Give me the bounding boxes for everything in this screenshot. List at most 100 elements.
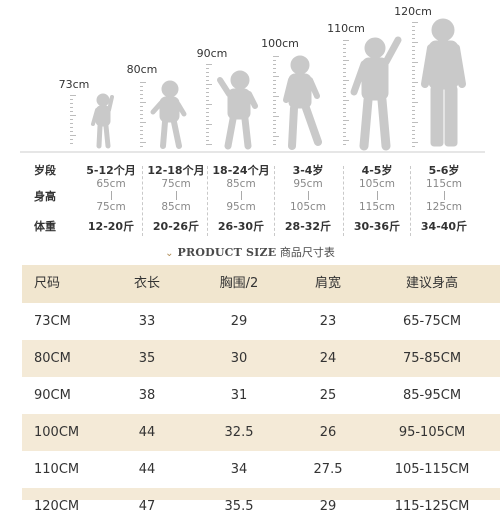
ruler-tick — [412, 50, 415, 51]
height-ruler — [273, 56, 279, 148]
ruler-tick — [273, 112, 276, 113]
column-divider — [343, 166, 344, 236]
ruler-tick — [412, 34, 415, 35]
height-illustration: 73cm 80cm 90cm 100cm 110cm 120cm — [0, 0, 500, 158]
ruler-tick — [273, 84, 276, 85]
ruler-tick — [343, 104, 346, 105]
title-chinese: 商品尺寸表 — [279, 246, 335, 259]
child-figure-icon — [217, 70, 258, 150]
ruler-tick — [70, 119, 73, 120]
figure-height-label: 100cm — [261, 37, 299, 50]
age-range: 12-18个月 — [147, 164, 205, 177]
ruler-tick — [273, 116, 279, 117]
ruler-tick — [140, 142, 146, 143]
ruler-tick — [140, 98, 143, 99]
ruler-tick — [206, 140, 209, 141]
age-range: 18-24个月 — [212, 164, 270, 177]
height-ruler — [412, 22, 418, 148]
ruler-tick — [206, 100, 209, 101]
table-cell: 35.5 — [224, 499, 254, 514]
ruler-tick — [412, 110, 415, 111]
weight-range: 12-20斤 — [87, 220, 135, 233]
age-range: 3-4岁 — [292, 164, 324, 177]
ruler-tick — [206, 80, 209, 81]
child-figure-icon — [421, 18, 466, 147]
ruler-tick — [343, 140, 349, 141]
ruler-tick — [140, 122, 146, 123]
age-range: 5-6岁 — [428, 164, 460, 177]
ruler-tick — [412, 46, 415, 47]
ruler-tick — [140, 106, 143, 107]
weight-range: 20-26斤 — [152, 220, 200, 233]
ruler-tick — [140, 146, 143, 147]
ruler-tick — [206, 144, 212, 145]
ruler-tick — [206, 112, 209, 113]
table-row: 110CM 44 34 27.5 105-115CM — [22, 451, 500, 488]
height-min: 105cm — [358, 178, 396, 190]
ruler-tick — [343, 84, 346, 85]
age-range: 4-5岁 — [361, 164, 393, 177]
table-cell: 23 — [319, 314, 337, 329]
ruler-tick — [140, 134, 143, 135]
ruler-tick — [140, 114, 143, 115]
figure-height-label: 80cm — [126, 63, 158, 76]
weight-range: 28-32斤 — [284, 220, 332, 233]
height-min: 115cm — [425, 178, 463, 190]
ruler-tick — [273, 124, 276, 125]
ruler-tick — [273, 72, 276, 73]
ruler-tick — [273, 92, 276, 93]
height-ruler — [343, 40, 349, 148]
ruler-tick — [412, 106, 415, 107]
table-header-cell: 尺码 — [34, 276, 61, 291]
ruler-tick — [343, 88, 346, 89]
ruler-tick — [70, 107, 73, 108]
ruler-tick — [343, 52, 346, 53]
ruler-tick — [140, 138, 143, 139]
ruler-tick — [412, 70, 415, 71]
column-divider — [410, 166, 411, 236]
range-bar — [176, 191, 177, 200]
height-max: 115cm — [358, 201, 396, 213]
title-english: PRODUCT SIZE — [177, 246, 277, 259]
ruler-tick — [343, 48, 346, 49]
ruler-tick — [343, 72, 346, 73]
section-title: ⌄ PRODUCT SIZE 商品尺寸表 — [0, 244, 500, 260]
range-bar — [444, 191, 445, 200]
ruler-tick — [273, 120, 276, 121]
ruler-tick — [273, 104, 276, 105]
ruler-tick — [343, 132, 346, 133]
ruler-tick — [273, 100, 276, 101]
ruler-tick — [70, 99, 73, 100]
table-row: 90CM 38 31 25 85-95CM — [22, 377, 500, 414]
ruler-tick — [343, 80, 349, 81]
child-figure-icon — [91, 93, 114, 149]
table-cell: 105-115CM — [394, 462, 470, 477]
ruler-tick — [412, 66, 415, 67]
ruler-tick — [273, 88, 276, 89]
ruler-tick — [206, 64, 212, 65]
ruler-tick — [206, 136, 209, 137]
ruler-tick — [206, 132, 209, 133]
table-cell: 29 — [319, 499, 337, 514]
table-cell: 26 — [319, 425, 337, 440]
table-cell: 90CM — [34, 388, 71, 403]
table-row: 100CM 44 32.5 26 95-105CM — [22, 414, 500, 451]
ruler-tick — [343, 60, 349, 61]
height-ruler — [70, 95, 76, 147]
table-cell: 35 — [138, 351, 156, 366]
table-header-cell: 肩宽 — [314, 276, 342, 291]
table-cell: 80CM — [34, 351, 71, 366]
chevron-down-icon: ⌄ — [165, 248, 174, 259]
ruler-tick — [412, 54, 415, 55]
height-max: 125cm — [425, 201, 463, 213]
table-cell: 47 — [138, 499, 156, 514]
figure-height-label: 90cm — [196, 47, 228, 60]
ruler-tick — [343, 40, 349, 41]
table-header-cell: 衣长 — [133, 276, 161, 291]
table-cell: 75-85CM — [402, 351, 462, 366]
ruler-tick — [412, 82, 418, 83]
ruler-tick — [343, 92, 346, 93]
ruler-tick — [70, 103, 73, 104]
row-label-height: 身高 — [34, 190, 56, 203]
column-divider — [142, 166, 143, 236]
